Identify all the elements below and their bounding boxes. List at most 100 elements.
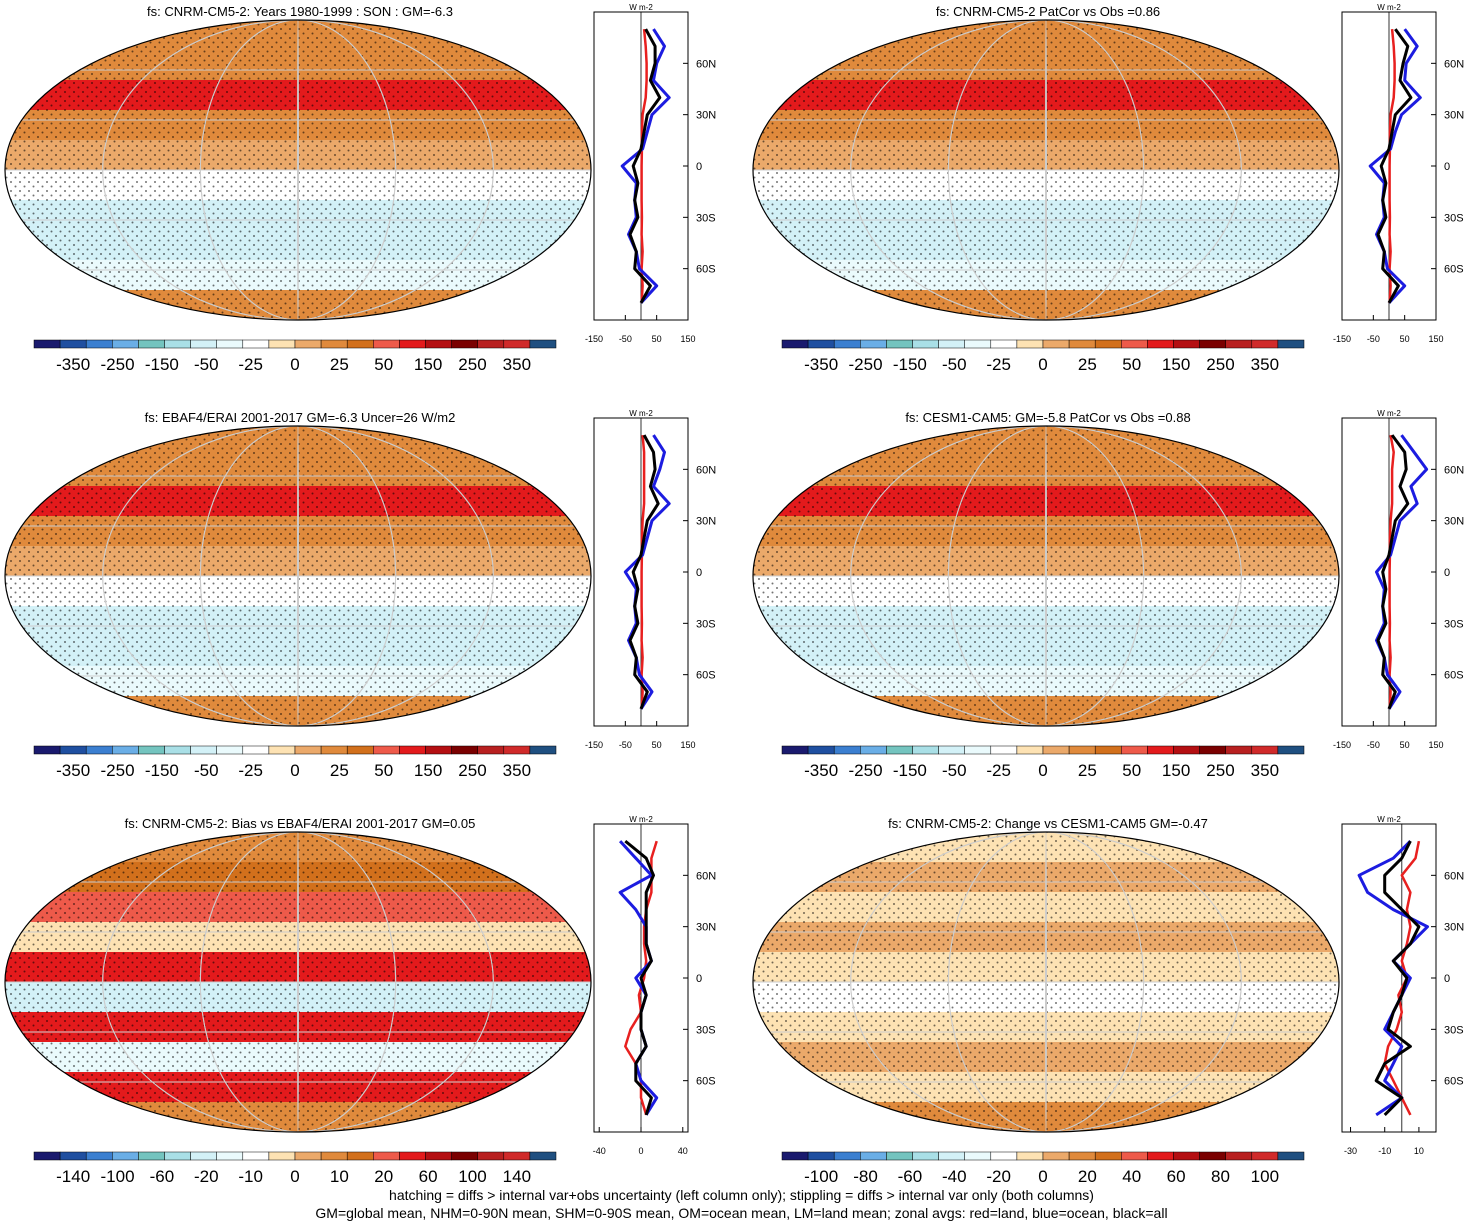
colorbar-swatch <box>294 1151 322 1161</box>
map-title: fs: CESM1-CAM5: GM=-5.8 PatCor vs Obs =0… <box>905 410 1190 425</box>
colorbar-label: 350 <box>503 761 531 780</box>
colorbar-swatch <box>59 745 87 755</box>
colorbar-label: 250 <box>458 761 486 780</box>
colorbar-swatch <box>781 745 809 755</box>
graticule-lon <box>297 832 299 1132</box>
colorbar-swatch <box>1251 1151 1279 1161</box>
colorbar-swatch <box>268 745 296 755</box>
zonal-ytick-label: 60N <box>696 464 716 476</box>
colorbar-swatch <box>164 745 191 755</box>
colorbar-label: -350 <box>56 761 90 780</box>
zonal-series-land <box>640 28 648 303</box>
colorbar-swatch <box>1068 339 1096 349</box>
colorbar-swatch <box>294 339 322 349</box>
graticule-lon <box>947 426 1145 726</box>
zonal-xtick-label: 0 <box>638 1146 643 1156</box>
colorbar-label: 350 <box>503 355 531 374</box>
map-field <box>753 832 1339 1132</box>
zonal-xtick-label: 10 <box>1414 1146 1424 1156</box>
colorbar-label: 350 <box>1251 355 1279 374</box>
colorbar-swatch <box>112 339 139 349</box>
colorbar-swatch <box>503 745 531 755</box>
colorbar-label: -40 <box>942 1167 967 1186</box>
colorbar-label: -25 <box>986 355 1011 374</box>
colorbar-label: -150 <box>145 355 179 374</box>
colorbar-swatch <box>320 745 348 755</box>
zonal-series-all <box>624 839 655 1116</box>
map-title: fs: CNRM-CM5-2: Years 1980-1999 : SON : … <box>147 4 453 19</box>
panel-svg: fs: CNRM-CM5-2: Years 1980-1999 : SON : … <box>4 3 716 374</box>
colorbar-swatch <box>912 745 939 755</box>
colorbar-swatch <box>1016 745 1044 755</box>
zonal-xtick-label: -50 <box>619 740 632 750</box>
colorbar-swatch <box>1147 745 1174 755</box>
colorbar-swatch <box>833 339 861 349</box>
zonal-series-all <box>1374 840 1421 1116</box>
graticule-lon <box>297 20 299 320</box>
zonal-xtick-label: -150 <box>585 334 603 344</box>
colorbar-swatch <box>59 1151 87 1161</box>
colorbar-swatch <box>164 339 191 349</box>
zonal-ytick-label: 60S <box>696 264 716 276</box>
colorbar-label: -150 <box>145 761 179 780</box>
colorbar-swatch <box>964 339 992 349</box>
zonal-xtick-label: -150 <box>1333 740 1351 750</box>
colorbar-swatch <box>399 1151 426 1161</box>
colorbar-label: 350 <box>1251 761 1279 780</box>
colorbar-swatch <box>1147 339 1174 349</box>
zonal-xtick-label: 150 <box>680 334 695 344</box>
colorbar-label: -150 <box>893 761 927 780</box>
colorbar-swatch <box>886 1151 913 1161</box>
zonal-plot: W m-2 -150 -50 50 150 60N 30N 0 30S 60S <box>585 3 716 344</box>
colorbar-swatch <box>1016 339 1044 349</box>
colorbar-swatch <box>1094 339 1122 349</box>
panel-svg: fs: CNRM-CM5-2 PatCor vs Obs =0.86 -350 -2… <box>752 3 1464 374</box>
colorbar-swatch <box>1147 1151 1174 1161</box>
colorbar-swatch <box>373 745 400 755</box>
map-outline <box>752 831 1340 1133</box>
map-field <box>5 20 591 320</box>
map-title: fs: CNRM-CM5-2: Change vs CESM1-CAM5 GM=… <box>888 816 1208 831</box>
colorbar-label: -50 <box>942 355 967 374</box>
zonal-ytick-label: 60S <box>1444 1076 1464 1088</box>
graticule-lon <box>850 20 1242 320</box>
colorbar-swatch <box>1042 339 1070 349</box>
zonal-xtick-label: 50 <box>1400 334 1410 344</box>
zonal-series-ocean <box>1375 434 1429 710</box>
colorbar-swatch <box>138 339 165 349</box>
zonal-units: W m-2 <box>1377 409 1401 418</box>
zonal-series-all <box>1376 434 1410 710</box>
colorbar-swatch <box>477 1151 505 1161</box>
colorbar-label: -350 <box>804 761 838 780</box>
zonal-ytick-label: 0 <box>1444 567 1450 579</box>
colorbar-swatch <box>1094 745 1122 755</box>
colorbar-swatch <box>451 745 478 755</box>
colorbar-swatch <box>886 745 913 755</box>
zonal-xtick-label: -150 <box>585 740 603 750</box>
colorbar-swatch <box>503 339 531 349</box>
zonal-ytick-label: 60S <box>1444 264 1464 276</box>
zonal-plot: W m-2 -150 -50 50 150 60N 30N 0 30S 60S <box>1333 3 1464 344</box>
colorbar-label: 60 <box>1167 1167 1186 1186</box>
graticule-lon <box>102 832 494 1132</box>
zonal-series-land <box>1388 434 1395 709</box>
colorbar-swatch <box>33 745 61 755</box>
map-outline <box>4 425 592 727</box>
colorbar-swatch <box>1121 745 1148 755</box>
colorbar-swatch <box>938 1151 965 1161</box>
zonal-ytick-label: 0 <box>1444 161 1450 173</box>
colorbar-label: 20 <box>374 1167 393 1186</box>
colorbar-swatch <box>781 1151 809 1161</box>
zonal-ytick-label: 0 <box>696 161 702 173</box>
panel-ebaf4-erai: fs: EBAF4/ERAI 2001-2017 GM=-6.3 Uncer=2… <box>0 406 735 786</box>
colorbar-swatch <box>216 339 244 349</box>
colorbar-swatch <box>1042 1151 1070 1161</box>
colorbar-swatch <box>164 1151 191 1161</box>
colorbar-label: 50 <box>1122 761 1141 780</box>
colorbar-swatch <box>529 339 557 349</box>
colorbar-swatch <box>1121 1151 1148 1161</box>
zonal-xtick-label: 40 <box>678 1146 688 1156</box>
colorbar-swatch <box>1199 339 1226 349</box>
colorbar-swatch <box>138 1151 165 1161</box>
zonal-ytick-label: 30S <box>696 212 716 224</box>
